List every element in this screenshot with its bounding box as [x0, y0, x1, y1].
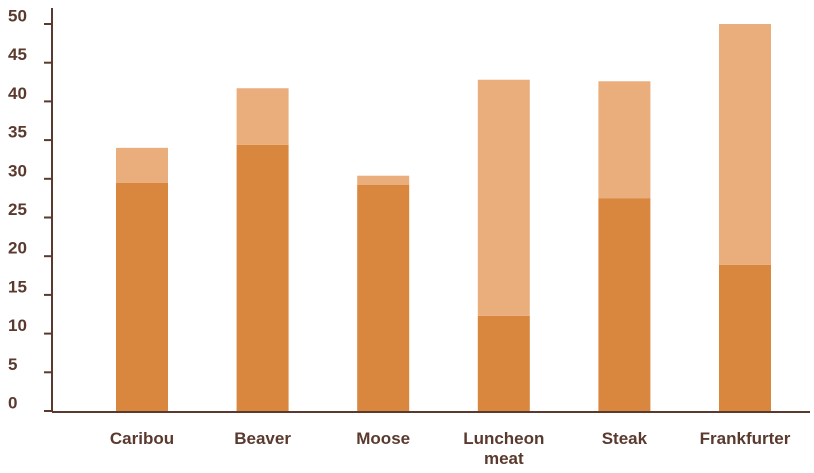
y-tick-label: 5 [8, 355, 17, 374]
x-tick-label: Caribou [109, 429, 175, 448]
bar-segment [236, 144, 289, 411]
y-tick-label: 15 [8, 277, 27, 296]
y-tick-label: 0 [8, 393, 17, 412]
bar-segment [719, 264, 771, 411]
bar-segment [116, 147, 168, 183]
bar-segment [598, 198, 651, 411]
bar-segment [357, 184, 410, 411]
y-tick-label: 30 [8, 161, 27, 180]
bar-segment [357, 175, 410, 185]
y-tick-label: 20 [8, 239, 27, 258]
x-tick-label: Frankfurter [699, 429, 791, 448]
x-tick-label: Luncheon meat [463, 429, 545, 468]
x-tick-label: Moose [356, 429, 411, 448]
y-tick-label: 10 [8, 316, 27, 335]
x-tick-label: Beaver [234, 429, 291, 448]
y-tick-label: 50 [8, 6, 27, 25]
bar-segment [236, 88, 289, 145]
bar-segment [477, 79, 530, 316]
bar-segment [477, 315, 530, 411]
y-tick-label: 45 [8, 45, 27, 64]
x-tick-label: Steak [601, 429, 648, 448]
y-tick-label: 35 [8, 123, 27, 142]
bar-segment [719, 24, 771, 265]
y-tick-label: 40 [8, 84, 27, 103]
bar-segment [116, 182, 168, 411]
y-tick-label: 25 [8, 200, 27, 219]
bar-segment [598, 81, 651, 199]
